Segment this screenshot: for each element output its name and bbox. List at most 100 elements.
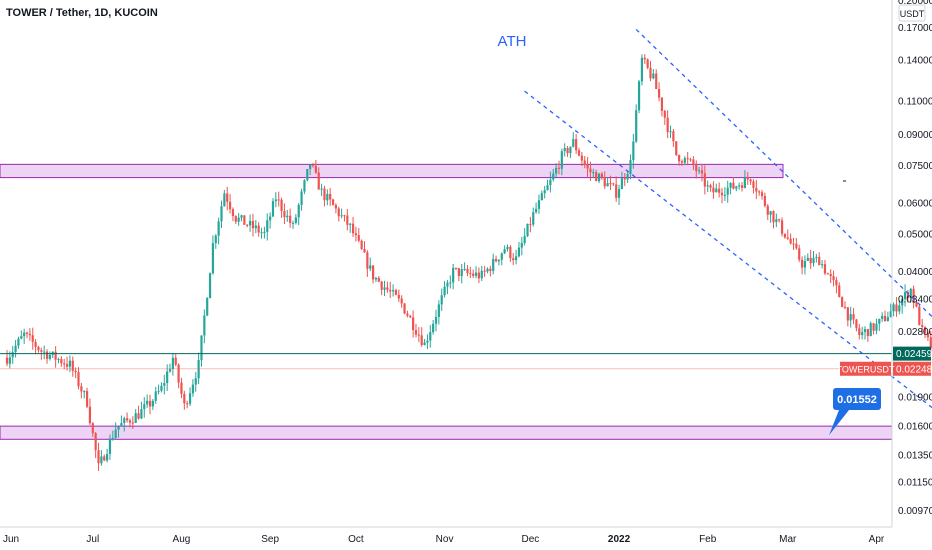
- candle: [698, 170, 701, 172]
- candle: [397, 294, 400, 299]
- candle: [795, 243, 798, 249]
- candle: [326, 193, 329, 201]
- candle: [274, 199, 277, 202]
- candle: [557, 167, 561, 169]
- candle: [675, 141, 678, 155]
- candle: [440, 295, 443, 305]
- candle: [354, 233, 358, 236]
- y-tick-label: 0.01150: [898, 477, 932, 488]
- candle: [200, 335, 203, 361]
- candle: [294, 217, 297, 223]
- candle: [11, 352, 14, 358]
- candle: [635, 110, 638, 142]
- candle: [640, 57, 644, 82]
- candle: [168, 369, 172, 372]
- candle: [65, 364, 69, 367]
- candle: [821, 264, 824, 266]
- candle: [537, 200, 541, 209]
- candle: [483, 270, 486, 272]
- candle: [303, 180, 306, 192]
- candle: [434, 316, 438, 324]
- candle: [915, 302, 918, 307]
- candle: [789, 238, 792, 244]
- candle: [377, 277, 380, 282]
- candle: [394, 290, 398, 295]
- candle: [503, 249, 506, 254]
- candle: [477, 272, 480, 279]
- candle: [203, 315, 206, 336]
- candle: [583, 160, 586, 165]
- currency-label: USDT: [900, 9, 925, 19]
- candle: [683, 158, 686, 163]
- candle: [48, 354, 51, 359]
- candle: [449, 282, 452, 284]
- candle: [695, 164, 698, 172]
- candle: [577, 150, 581, 156]
- candle: [861, 332, 864, 336]
- candle: [383, 287, 386, 290]
- candle: [429, 332, 432, 341]
- candle: [37, 346, 40, 351]
- candle: [160, 385, 163, 391]
- candle: [758, 191, 761, 193]
- candle: [549, 179, 552, 186]
- candle: [231, 209, 235, 216]
- candle: [28, 333, 31, 336]
- candle: [237, 217, 240, 222]
- candle: [366, 252, 369, 269]
- candle: [783, 233, 787, 238]
- candle: [560, 151, 563, 169]
- candle: [563, 148, 566, 152]
- candle: [94, 433, 97, 451]
- candle: [331, 199, 335, 206]
- candle: [486, 268, 489, 272]
- price-label-value: 0.02459: [896, 349, 932, 360]
- candle: [406, 313, 409, 316]
- candle: [114, 429, 117, 438]
- candle: [389, 289, 392, 292]
- candle: [715, 188, 718, 193]
- x-tick-label: Jul: [86, 534, 99, 545]
- candle: [512, 258, 515, 261]
- candle: [526, 223, 529, 237]
- zones-layer: [0, 163, 893, 440]
- candle: [220, 206, 223, 222]
- candle: [400, 298, 403, 304]
- candle: [91, 423, 94, 434]
- candle: [403, 303, 406, 314]
- candle: [875, 323, 878, 331]
- candle: [546, 185, 549, 191]
- candle: [257, 225, 260, 233]
- candle: [137, 413, 140, 419]
- candle: [632, 141, 635, 161]
- candle: [883, 315, 887, 321]
- candle: [228, 201, 232, 210]
- candle: [417, 334, 420, 336]
- candle: [249, 220, 252, 226]
- candle: [514, 256, 518, 261]
- candle: [191, 384, 194, 394]
- y-tick-label: 0.07500: [898, 161, 932, 172]
- candle: [738, 185, 741, 187]
- candle: [586, 164, 589, 169]
- candle: [54, 351, 57, 360]
- candle: [872, 323, 875, 331]
- candle: [720, 192, 724, 196]
- candle: [746, 176, 749, 180]
- candle: [492, 258, 495, 272]
- annotations-layer: ATH 0.01552: [498, 33, 881, 436]
- candle: [414, 330, 418, 335]
- candle: [663, 110, 666, 118]
- candle: [912, 288, 915, 303]
- lines-layer: [0, 28, 932, 409]
- candle: [246, 224, 249, 226]
- candle: [194, 378, 197, 385]
- price-label-box: [893, 361, 931, 376]
- candle: [595, 172, 598, 182]
- candle: [280, 199, 283, 211]
- candle: [343, 215, 346, 217]
- candle: [881, 315, 884, 319]
- candle: [460, 269, 463, 277]
- candle: [643, 57, 646, 60]
